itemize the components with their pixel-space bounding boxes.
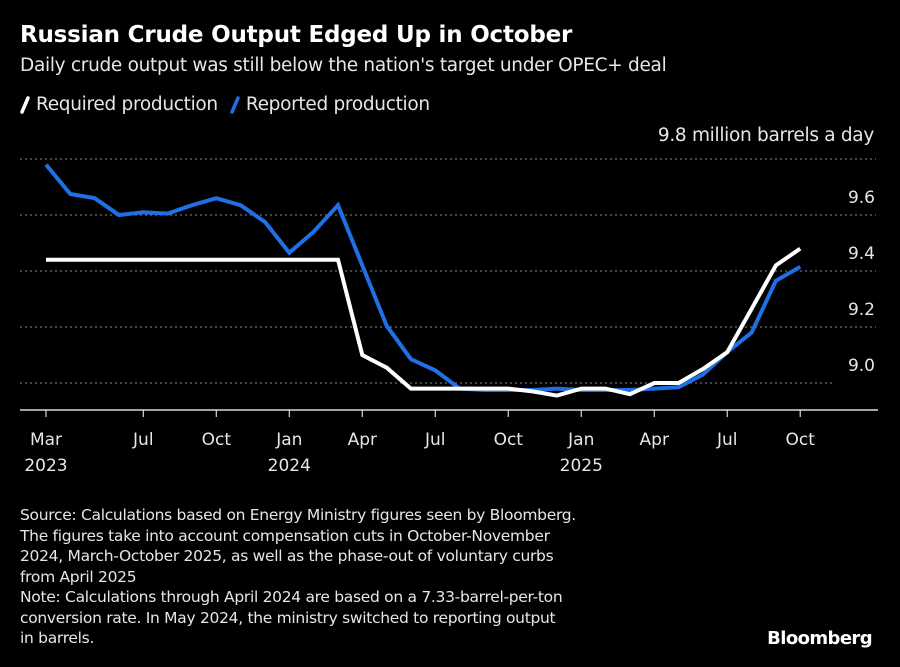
x-tick-label: Jan bbox=[275, 430, 302, 450]
x-tick-year-label: 2025 bbox=[560, 456, 603, 476]
chart-subtitle: Daily crude output was still below the n… bbox=[20, 55, 667, 76]
footnote: Source: Calculations based on Energy Min… bbox=[20, 505, 720, 649]
x-tick-label: Apr bbox=[348, 430, 377, 450]
bloomberg-logo: Bloomberg bbox=[767, 628, 872, 649]
series-lines bbox=[44, 163, 802, 398]
y-tick-label: 9.0 bbox=[848, 356, 875, 376]
legend-swatch-required bbox=[20, 95, 30, 114]
x-tick-label: Oct bbox=[786, 430, 816, 450]
legend-label-reported: Reported production bbox=[245, 94, 430, 115]
required-productionline bbox=[46, 246, 802, 398]
source-note: Source: Calculations based on Energy Min… bbox=[20, 506, 576, 586]
y-tick-label: 9.2 bbox=[848, 300, 875, 320]
gridlines bbox=[20, 158, 876, 384]
x-tick-label: Jul bbox=[424, 430, 446, 450]
chart-title: Russian Crude Output Edged Up in October bbox=[20, 22, 573, 48]
legend-item-reported: Reported production bbox=[230, 94, 430, 115]
line-chart: 9.6 9.4 9.2 9.0 Mar 2023 Jul Oct Jan 2024 Apr Jul O… bbox=[20, 158, 878, 476]
reported-productionline bbox=[44, 163, 802, 392]
methodology-note: Note: Calculations through April 2024 ar… bbox=[20, 588, 563, 647]
y-tick-label: 9.4 bbox=[848, 244, 875, 264]
x-tick-label: Oct bbox=[494, 430, 524, 450]
x-tick-label: Apr bbox=[640, 430, 669, 450]
legend: Required production Reported production bbox=[20, 94, 442, 115]
x-axis: Mar 2023 Jul Oct Jan 2024 Apr Jul Oct Jan 2025 Apr J… bbox=[20, 409, 878, 476]
x-tick-label: Jul bbox=[132, 430, 154, 450]
y-axis-unit-label: 9.8 million barrels a day bbox=[657, 125, 874, 146]
legend-swatch-reported bbox=[230, 95, 240, 114]
y-axis-ticks: 9.6 9.4 9.2 9.0 bbox=[848, 188, 875, 376]
y-tick-label: 9.6 bbox=[848, 188, 875, 208]
x-tick-year-label: 2024 bbox=[268, 456, 311, 476]
legend-label-required: Required production bbox=[36, 94, 218, 115]
x-tick-label: Mar bbox=[30, 430, 62, 450]
x-tick-label: Jan bbox=[567, 430, 594, 450]
x-tick-label: Oct bbox=[202, 430, 232, 450]
legend-item-required: Required production bbox=[20, 94, 218, 115]
x-tick-label: Jul bbox=[716, 430, 738, 450]
x-tick-year-label: 2023 bbox=[24, 456, 67, 476]
